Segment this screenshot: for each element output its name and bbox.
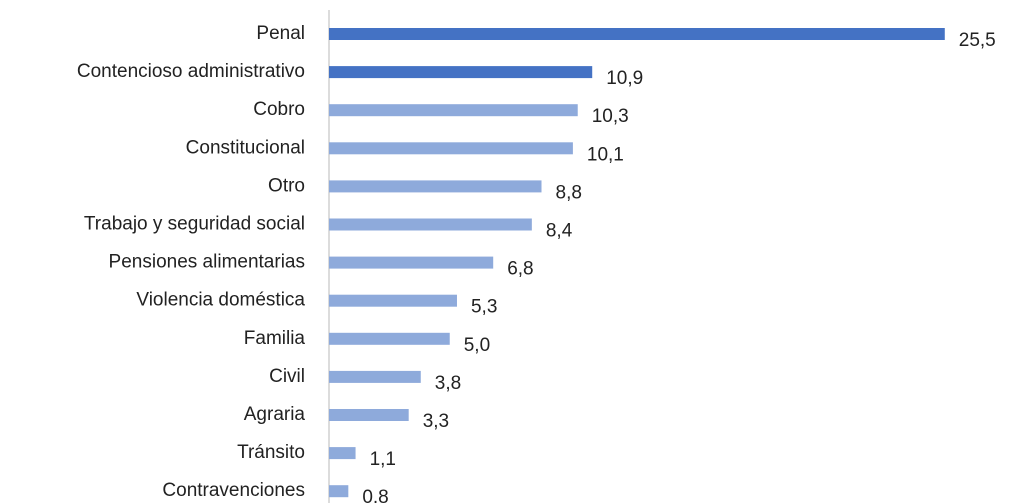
value-label: 0,8: [362, 487, 388, 503]
bar: [329, 66, 593, 79]
bar: [329, 218, 532, 231]
category-label: Penal: [256, 23, 305, 44]
category-label: Tránsito: [237, 442, 305, 463]
value-label: 8,4: [546, 221, 573, 242]
value-label: 1,1: [370, 449, 396, 470]
bar: [329, 332, 450, 345]
bar: [329, 142, 573, 155]
bar: [329, 28, 945, 40]
bar: [329, 485, 349, 498]
value-label: 8,8: [556, 182, 582, 203]
bar: [329, 370, 421, 383]
value-label: 10,9: [606, 68, 643, 89]
category-label: Cobro: [253, 99, 305, 120]
value-label: 10,3: [592, 106, 629, 127]
value-label: 10,1: [587, 144, 624, 165]
category-label: Contencioso administrativo: [77, 61, 305, 82]
category-label: Trabajo y seguridad social: [84, 214, 305, 235]
bar: [329, 447, 356, 460]
category-label: Contravenciones: [162, 480, 305, 501]
category-label: Violencia doméstica: [136, 290, 305, 311]
category-label: Agraria: [244, 404, 306, 425]
value-label: 25,5: [959, 30, 996, 51]
category-label: Civil: [269, 366, 305, 387]
bar: [329, 180, 542, 193]
value-label: 3,3: [423, 411, 449, 432]
category-label: Constitucional: [186, 137, 305, 158]
value-label: 6,8: [507, 259, 533, 280]
category-label: Pensiones alimentarias: [109, 252, 305, 273]
bar: [329, 104, 578, 117]
bar: [329, 256, 494, 269]
bar: [329, 409, 409, 421]
category-label: Familia: [244, 328, 306, 349]
value-label: 5,3: [471, 297, 497, 318]
value-label: 3,8: [435, 373, 461, 394]
value-label: 5,0: [464, 335, 490, 356]
bar: [329, 294, 457, 307]
category-label: Otro: [268, 175, 305, 196]
